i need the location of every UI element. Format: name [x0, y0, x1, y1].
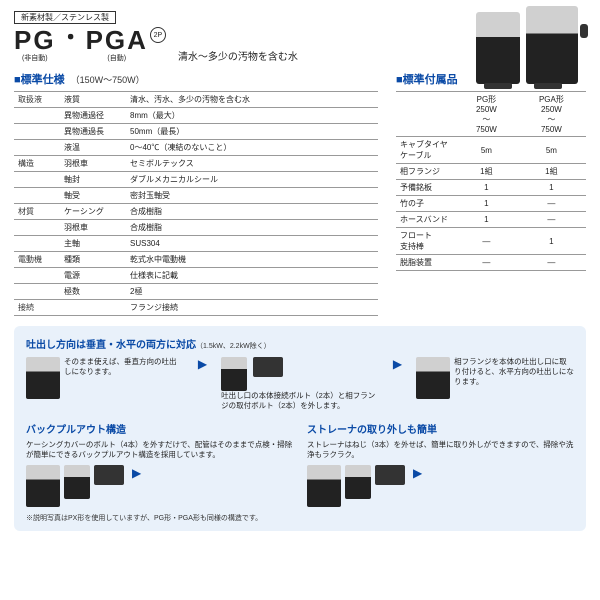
accessories-table: PG形250W～750WPGA形250W～750Wキャブタイヤケーブル5m5m相… — [396, 91, 586, 271]
table-row: 材質ケーシング合成樹脂 — [14, 204, 378, 220]
arrow-icon: ▶ — [393, 357, 402, 371]
arrow-icon: ▶ — [413, 466, 422, 480]
spec-table: 取扱液液質清水、汚水、多少の汚物を含む水異物通過径8mm（最大）異物通過長50m… — [14, 91, 378, 316]
arrow-icon: ▶ — [198, 357, 207, 371]
mini-pump-icon — [416, 357, 450, 399]
feature1-title: 吐出し方向は垂直・水平の両方に対応（1.5kW、2.2kW除く） — [26, 336, 574, 351]
table-row: 液温0～40℃（凍結のないこと） — [14, 140, 378, 156]
subtitle: 清水～多少の汚物を含む水 — [178, 32, 298, 63]
feature1-step1: そのまま使えば、垂直方向の吐出しになります。 — [26, 357, 184, 399]
table-row: キャブタイヤケーブル5m5m — [396, 137, 586, 164]
arrow-icon: ▶ — [132, 466, 141, 480]
table-row: 主軸SUS304 — [14, 236, 378, 252]
pump-illustration-1 — [476, 12, 520, 84]
base-icon — [94, 465, 124, 485]
flange-icon — [253, 357, 283, 377]
feature-box: 吐出し方向は垂直・水平の両方に対応（1.5kW、2.2kW除く） そのまま使えば… — [14, 326, 586, 531]
phase-badge: 2P — [150, 27, 166, 43]
product-images — [476, 6, 578, 84]
material-tag: 新素材製／ステンレス製 — [14, 11, 116, 24]
dot-sep: ・ — [58, 27, 84, 49]
table-row: 軸受密封玉軸受 — [14, 188, 378, 204]
model-pg: PG (非自動) — [14, 27, 56, 63]
table-row: 竹の子1― — [396, 196, 586, 212]
mini-pump-icon — [26, 465, 60, 507]
table-row: 予備銘板11 — [396, 180, 586, 196]
feature3-title: ストレーナの取り外しも簡単 — [307, 421, 574, 436]
table-row: 脱脂装置―― — [396, 255, 586, 271]
strainer-icon — [375, 465, 405, 485]
table-row: 電源仕様表に記載 — [14, 268, 378, 284]
mini-pump-icon — [221, 357, 247, 391]
table-header: PG形250W～750WPGA形250W～750W — [396, 92, 586, 137]
feature3-desc: ストレーナはねじ（3本）を外せば、簡単に取り外しができますので、掃除や洗浄もラク… — [307, 440, 574, 506]
spec-title: ■標準仕様（150W～750W） — [14, 71, 378, 87]
table-row: 異物通過長50mm（最長） — [14, 124, 378, 140]
table-row: 極数2極 — [14, 284, 378, 300]
table-row: ホースバンド1― — [396, 212, 586, 228]
pump-illustration-2 — [526, 6, 578, 84]
table-row: 軸封ダブルメカニカルシール — [14, 172, 378, 188]
mini-pump-icon — [26, 357, 60, 399]
mini-pump-icon — [64, 465, 90, 499]
mini-pump-icon — [345, 465, 371, 499]
table-row: 電動機種類乾式水中電動機 — [14, 252, 378, 268]
feature2-desc: ケーシングカバーのボルト（4本）を外すだけで、配管はそのままで点検・掃除が簡単に… — [26, 440, 293, 506]
table-row: 接続フランジ接続 — [14, 300, 378, 316]
feature2-title: バックプルアウト構造 — [26, 421, 293, 436]
feature1-step2: 吐出し口の本体接続ボルト（2本）と相フランジの取付ボルト（2本）を外します。 — [221, 357, 379, 411]
mini-pump-icon — [307, 465, 341, 507]
table-row: 構造羽根車セミボルテックス — [14, 156, 378, 172]
feature1-step3: 相フランジを本体の吐出し口に取り付けると、水平方向の吐出しになります。 — [416, 357, 574, 399]
model-pga: PGA (自動) — [86, 27, 148, 63]
table-row: 取扱液液質清水、汚水、多少の汚物を含む水 — [14, 92, 378, 108]
footnote: ※説明写真はPX形を使用していますが、PG形・PGA形も同様の構造です。 — [26, 513, 574, 523]
table-row: 羽根車合成樹脂 — [14, 220, 378, 236]
table-row: 異物通過径8mm（最大） — [14, 108, 378, 124]
table-row: フロート支持棒―1 — [396, 228, 586, 255]
table-row: 相フランジ1組1組 — [396, 164, 586, 180]
